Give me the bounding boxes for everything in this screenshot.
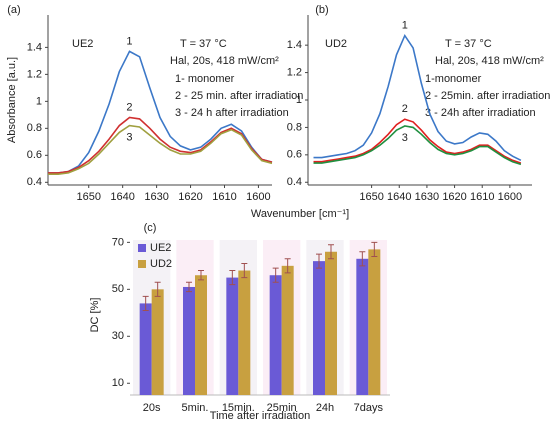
annotation: 1-monomer [425, 73, 482, 85]
annotation: Hal, 20s, 418 mW/cm² [170, 55, 279, 67]
bar [368, 249, 381, 395]
x-tick-label: 20s [143, 402, 161, 414]
error-bar [198, 270, 204, 281]
bar [281, 265, 294, 395]
x-tick-label: 24h [316, 402, 334, 414]
curve-label: 2 [126, 101, 132, 113]
annotation: UD2 [325, 38, 347, 50]
error-bar [359, 251, 366, 267]
x-axis-label: Wavenumber [cm⁻¹] [251, 208, 349, 220]
panel-label: (c) [144, 222, 157, 234]
bar [226, 277, 239, 395]
y-axis-label: Absorbance [a.u.] [6, 57, 18, 143]
y-tick-label: 1 [296, 94, 302, 106]
x-tick-label: 1600 [498, 191, 522, 203]
bar [195, 275, 207, 395]
bar [139, 303, 152, 395]
x-tick-label: 1640 [387, 191, 411, 203]
panel-label: (a) [7, 4, 20, 16]
y-tick-label: 1.2 [27, 68, 42, 80]
error-bar [316, 253, 322, 269]
annotation: 2 - 25min. after irradiation [425, 90, 550, 102]
annotation: Hal, 20s, 418 mW/cm² [435, 55, 544, 67]
y-tick-label: 0.6 [287, 149, 302, 161]
legend-label: UD2 [150, 258, 172, 270]
y-tick-label: 0.8 [287, 121, 302, 133]
bar [313, 261, 325, 395]
curve [48, 50, 273, 174]
y-axis-label: DC [%] [89, 298, 101, 333]
curve [48, 124, 273, 175]
legend-swatch [138, 244, 146, 252]
y-tick-label: 0.4 [287, 176, 302, 188]
bar [183, 286, 195, 395]
x-tick-label: 1630 [144, 191, 168, 203]
curve [313, 125, 522, 166]
y-tick-label: 0.8 [27, 122, 42, 134]
error-bar [371, 241, 378, 257]
x-tick-label: 1620 [178, 191, 202, 203]
panel-label: (b) [315, 4, 328, 16]
legend-label: UE2 [150, 242, 171, 254]
annotation: 3 - 24h after irradiation [425, 107, 536, 119]
bar [325, 251, 337, 395]
curve-label: 3 [126, 132, 132, 144]
annotation: 3 - 24 h after irradiation [175, 107, 289, 119]
curve [313, 118, 522, 164]
curve-label: 3 [402, 132, 408, 144]
error-bar [284, 258, 291, 274]
x-tick-label: 1610 [212, 191, 236, 203]
y-tick-label: 0.4 [27, 176, 42, 188]
curve-label: 1 [402, 19, 408, 31]
y-tick-label: 10 [112, 377, 124, 389]
x-tick-label: 1600 [246, 191, 270, 203]
curve [313, 33, 522, 162]
error-bar [272, 267, 279, 283]
bar [151, 289, 164, 395]
legend-swatch [138, 260, 146, 268]
bar [238, 270, 251, 395]
y-tick-label: 70 [112, 236, 124, 248]
x-tick-label: 1610 [470, 191, 494, 203]
curve-label: 1 [126, 35, 132, 47]
x-tick-label: 1620 [442, 191, 466, 203]
x-tick-label: 1650 [359, 191, 383, 203]
x-tick-label: 7days [354, 402, 384, 414]
annotation: 2 - 25 min. after irradiation [175, 90, 303, 102]
x-tick-label: 15min. [222, 402, 255, 414]
error-bar [328, 244, 334, 260]
x-tick-label: 25min [267, 402, 297, 414]
error-bar [142, 295, 149, 311]
error-bar [186, 281, 192, 293]
x-axis-label: Time after irradiation [210, 410, 310, 422]
x-tick-label: 5min. [182, 402, 209, 414]
annotation: 1- monomer [175, 73, 235, 85]
annotation: UE2 [72, 38, 93, 50]
y-tick-label: 0.6 [27, 149, 42, 161]
x-tick-label: 1630 [415, 191, 439, 203]
x-tick-label: 1650 [76, 191, 100, 203]
error-bar [154, 281, 161, 297]
x-tick-label: 1640 [110, 191, 134, 203]
y-tick-label: 1.4 [287, 39, 302, 51]
bar [356, 258, 369, 395]
bar [269, 275, 282, 395]
annotation: T = 37 °C [445, 38, 492, 50]
y-tick-label: 1.2 [287, 66, 302, 78]
annotation: T = 37 °C [180, 38, 227, 50]
y-tick-label: 1.4 [27, 41, 42, 53]
y-tick-label: 50 [112, 283, 124, 295]
error-bar [241, 262, 248, 279]
error-bar [229, 270, 236, 286]
y-tick-label: 1 [36, 95, 42, 107]
curve [48, 116, 273, 174]
y-tick-label: 30 [112, 330, 124, 342]
curve-label: 2 [402, 103, 408, 115]
